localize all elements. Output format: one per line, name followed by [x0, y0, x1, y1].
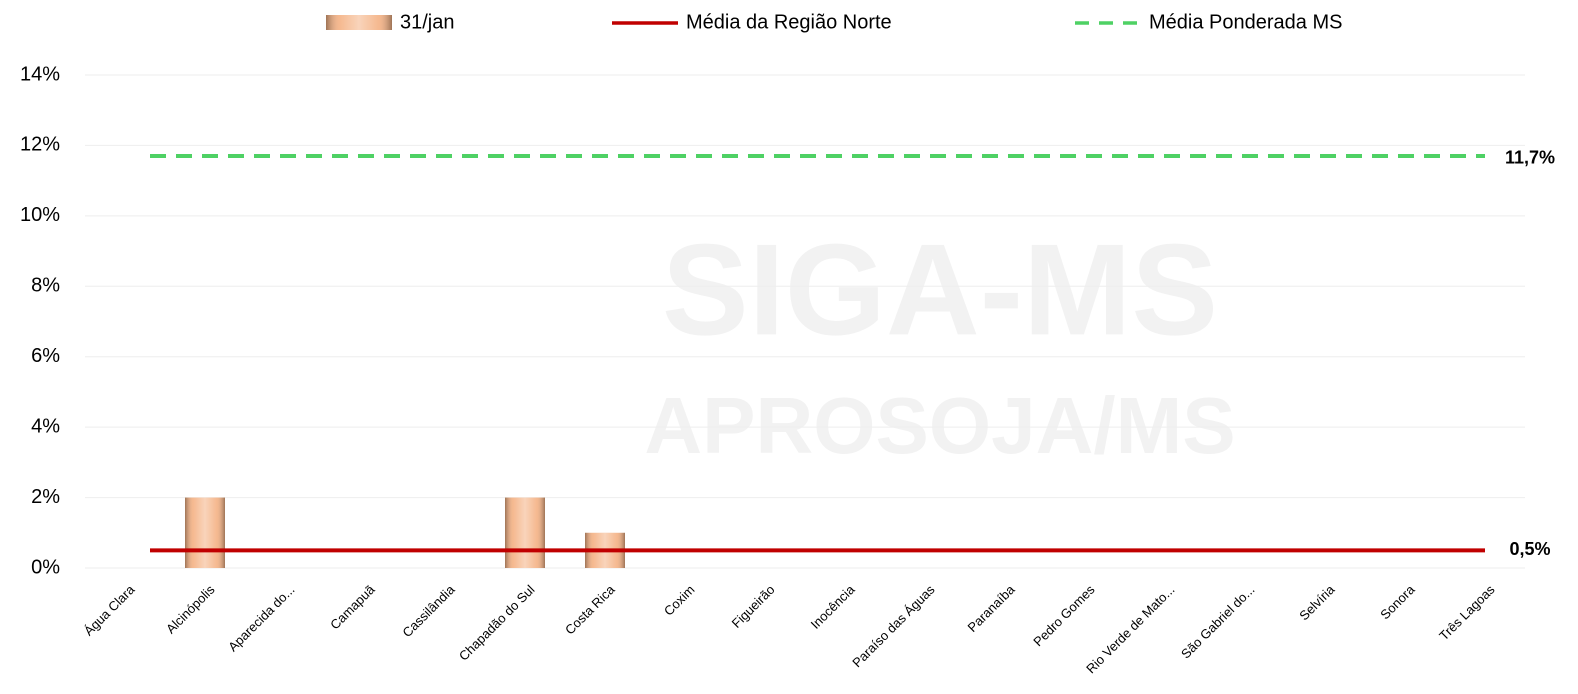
watermark: APROSOJA/MS — [644, 381, 1235, 470]
legend-swatch-shine — [326, 15, 392, 30]
x-tick-label: Rio Verde de Mato... — [1083, 582, 1177, 676]
x-tick-label: Cassilândia — [399, 581, 458, 640]
y-tick-label: 12% — [20, 134, 60, 156]
x-tick-label: Inocência — [808, 581, 859, 632]
y-tick-label: 4% — [31, 415, 60, 437]
y-tick-label: 0% — [31, 556, 60, 578]
reference-label: 11,7% — [1505, 148, 1555, 168]
legend-label: 31/jan — [400, 11, 455, 33]
x-tick-label: Pedro Gomes — [1030, 582, 1098, 650]
reference-label: 0,5% — [1509, 539, 1550, 559]
x-tick-label: Paraíso das Águas — [849, 582, 938, 671]
x-tick-label: Alcinópolis — [163, 582, 218, 637]
x-tick-label: Camapuã — [327, 581, 378, 632]
x-tick-label: Selvíria — [1296, 581, 1338, 623]
watermark: SIGA-MS — [662, 216, 1218, 362]
x-tick-label: Chapadão do Sul — [456, 582, 538, 664]
x-tick-label: Sonora — [1377, 581, 1418, 622]
x-tick-label: São Gabriel do... — [1178, 582, 1258, 662]
bar-shine — [505, 497, 545, 568]
y-tick-label: 8% — [31, 275, 60, 297]
legend-label: Média Ponderada MS — [1149, 11, 1342, 33]
y-tick-label: 6% — [31, 345, 60, 367]
x-tick-label: Figueirão — [729, 582, 778, 631]
y-tick-label: 10% — [20, 204, 60, 226]
bar-shine — [185, 497, 225, 568]
x-tick-label: Três Lagoas — [1436, 582, 1498, 644]
x-tick-label: Paranaíba — [965, 581, 1019, 635]
x-tick-label: Coxim — [661, 582, 698, 619]
legend-label: Média da Região Norte — [686, 11, 892, 33]
x-tick-label: Aparecida do... — [225, 582, 297, 654]
y-tick-label: 2% — [31, 486, 60, 508]
x-tick-label: Água Clara — [81, 581, 138, 638]
y-tick-label: 14% — [20, 63, 60, 85]
x-tick-label: Costa Rica — [562, 581, 618, 637]
